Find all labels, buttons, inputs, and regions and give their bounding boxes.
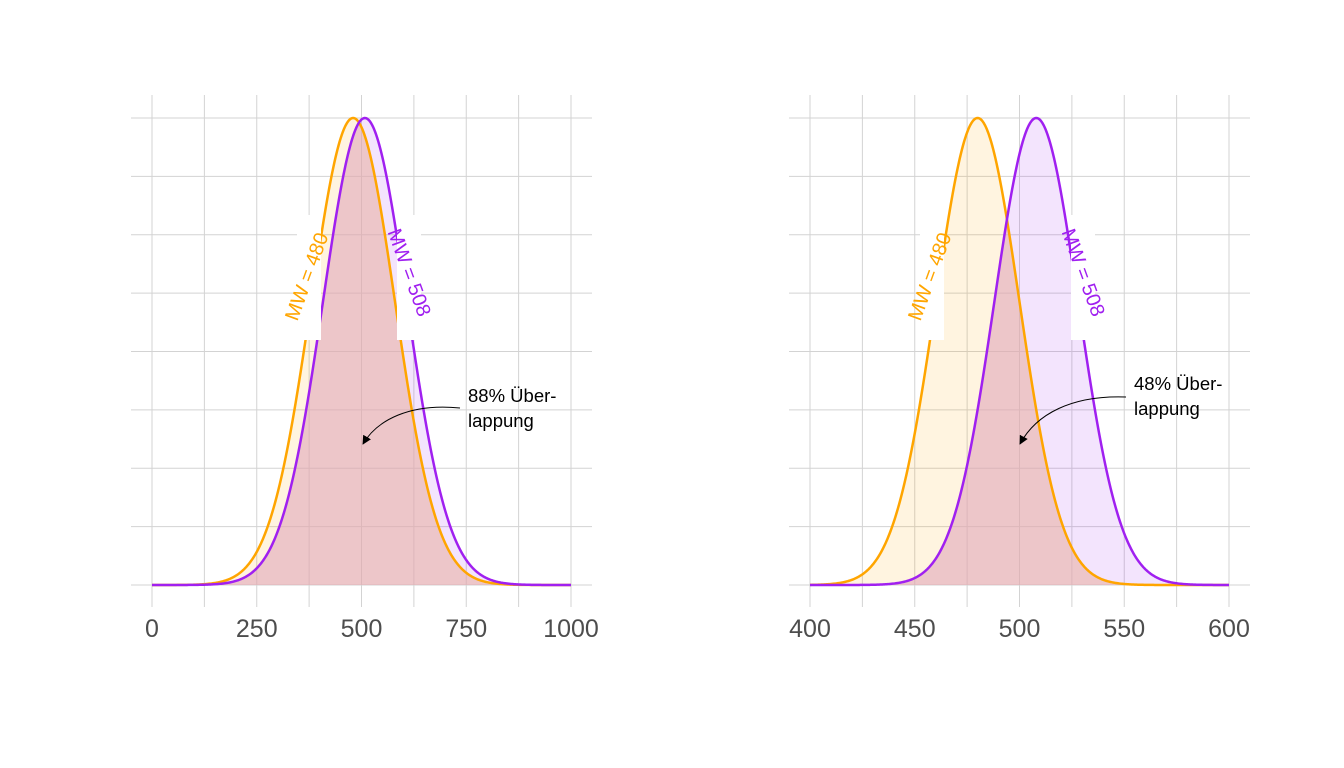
x-tick-label-1-4: 600 xyxy=(1208,615,1250,643)
x-tick-label-1-3: 550 xyxy=(1103,615,1145,643)
fill-layer xyxy=(152,118,571,585)
label-gap xyxy=(1071,215,1095,340)
curve-layer xyxy=(151,116,572,587)
x-axis-ticks: 0 250 500 750 1000 xyxy=(145,615,599,643)
x-tick-label-1-2: 500 xyxy=(999,615,1041,643)
fill-layer xyxy=(810,118,1229,586)
overlap-area xyxy=(810,219,1229,586)
density-curve-1-1 xyxy=(809,116,1230,587)
overlap-annotation: 88% Über- lappung xyxy=(362,385,562,445)
annotation-line-1: 48% Über- xyxy=(1134,373,1222,394)
x-axis-ticks: 400 450 500 550 600 xyxy=(789,615,1250,643)
x-tick-label-0-4: 1000 xyxy=(543,615,599,643)
annotation-line-2: lappung xyxy=(1134,398,1200,419)
svg-text:48% Über- lappung: 48% Über- lappung xyxy=(1134,373,1228,419)
svg-text:88% Über- lappung: 88% Über- lappung xyxy=(468,385,562,431)
x-tick-label-1-0: 400 xyxy=(789,615,831,643)
panel-right: 400 450 500 550 600 MW = 480 MW = 508 48% Übe… xyxy=(789,95,1250,643)
overlap-area xyxy=(152,123,571,585)
x-tick-label-1-1: 450 xyxy=(894,615,936,643)
annotation-line-1: 88% Über- xyxy=(468,385,556,406)
label-gap xyxy=(920,215,944,340)
label-gap xyxy=(297,215,321,340)
x-tick-label-0-2: 500 xyxy=(341,615,383,643)
annotation-line-2: lappung xyxy=(468,410,534,431)
x-tick-label-0-1: 250 xyxy=(236,615,278,643)
x-tick-label-0-3: 750 xyxy=(445,615,487,643)
annotation-arrow xyxy=(362,406,461,445)
curve-layer xyxy=(809,116,1230,587)
overlap-annotation: 48% Über- lappung xyxy=(1019,373,1228,445)
annotation-arrow xyxy=(1019,396,1127,445)
density-curve-0-1 xyxy=(151,116,572,587)
panel-left: 0 250 500 750 1000 MW = 480 MW = 508 88% Über… xyxy=(131,95,599,643)
label-gap xyxy=(397,215,421,340)
x-tick-label-0-0: 0 xyxy=(145,615,159,643)
density-curve-0-0 xyxy=(151,116,572,587)
density-curve-1-0 xyxy=(809,116,1230,587)
